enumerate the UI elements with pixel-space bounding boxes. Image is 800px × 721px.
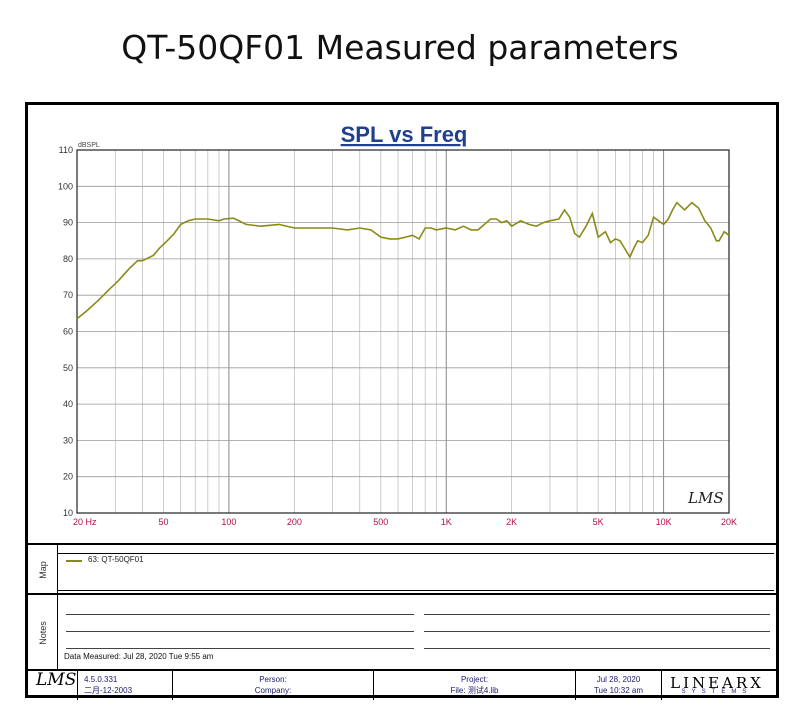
linearx-logo: LINEARX SYSTEMS [662,674,772,695]
footer-version-cell: 4.5.0.331 二月-12-2003 [78,671,173,700]
file-label: File: 测试4.lib [450,686,499,695]
y-tick-label: 20 [63,472,73,482]
legend-entry: 63: QT-50QF01 [88,555,144,564]
notes-tab: Notes [28,595,58,671]
note-line [424,614,770,615]
x-tick-label: 50 [158,517,168,527]
map-tab: Map [28,545,58,595]
footer: LMS 4.5.0.331 二月-12-2003 Person: Company… [28,669,776,700]
x-tick-labels: 20 Hz 50 100 200 500 1K 2K 5K 10K 20K [73,517,737,527]
date-measured: Data Measured: Jul 28, 2020 Tue 9:55 am [64,652,214,661]
x-tick-label: 500 [373,517,388,527]
x-tick-label: 20 Hz [73,517,97,527]
y-tick-label: 70 [63,290,73,300]
footer-logo-cell: LMS [28,671,78,700]
linearx-brand: LINEARX [670,674,764,692]
x-tick-label: 20K [721,517,737,527]
y-tick-label: 40 [63,399,73,409]
y-tick-label: 50 [63,363,73,373]
y-tick-label: 90 [63,218,73,228]
y-tick-label: 100 [58,181,73,191]
lms-watermark: LMS [687,489,724,507]
x-tick-label: 10K [656,517,672,527]
y-tick-label: 30 [63,435,73,445]
x-tick-label: 2K [506,517,517,527]
series-line-qt-50qf01 [76,201,730,320]
y-tick-label: 110 [59,145,73,155]
y-axis-label: dBSPL [78,142,100,149]
y-tick-labels: 10 20 30 40 50 60 70 80 90 100 110 [58,145,73,518]
x-tick-label: 1K [441,517,452,527]
x-tick-label: 200 [287,517,302,527]
y-tick-label: 10 [63,508,73,518]
note-line [424,631,770,632]
linearx-sub: SYSTEMS [681,689,753,695]
lms-logo: LMS [36,670,77,690]
company-label: Company: [254,686,292,695]
person-label: Person: [259,675,287,684]
y-tick-label: 60 [63,327,73,337]
version-text: 4.5.0.331 [84,675,118,684]
notes-section: Notes Data Measured: Jul 28, 2020 Tue 9:… [28,593,776,671]
legend-swatch [66,560,82,562]
x-tick-label: 100 [221,517,236,527]
spl-chart: SPL vs Freq dBSPL 1020304050607080901001… [58,122,737,527]
footer-time: Tue 10:32 am [593,686,644,695]
project-label: Project: [460,675,489,684]
y-tick-label: 80 [63,254,73,264]
legend-box: 63: QT-50QF01 [58,553,774,591]
note-line [66,648,414,649]
map-section: Map 63: QT-50QF01 [28,543,776,595]
chart-frame: SPL vs Freq dBSPL 10 20 30 40 50 60 70 80 90 100 1… [25,102,779,700]
x-tick-label: 5K [593,517,604,527]
build-date: 二月-12-2003 [84,686,133,695]
note-line [66,631,414,632]
chart-grid [77,150,729,513]
footer-project-cell: Project: File: 测试4.lib [374,671,576,700]
footer-date-cell: Jul 28, 2020 Tue 10:32 am [576,671,662,700]
footer-date: Jul 28, 2020 [596,675,641,684]
footer-person-cell: Person: Company: [173,671,374,700]
chart-title: SPL vs Freq [341,122,468,147]
note-line [66,614,414,615]
note-line [424,648,770,649]
page-title: QT-50QF01 Measured parameters [121,28,679,67]
plot-area-border [76,149,730,514]
